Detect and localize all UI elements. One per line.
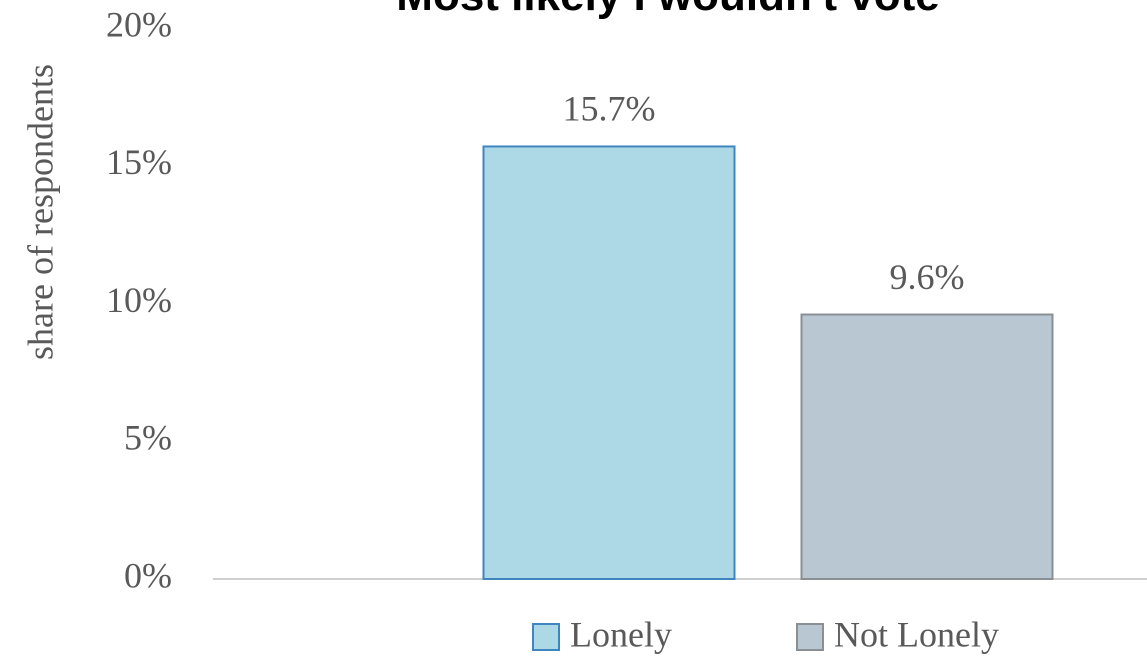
y-tick-label: 20% [106,4,172,44]
legend-swatch [796,623,824,651]
value-label: 9.6% [890,257,965,297]
legend-label: Not Lonely [834,614,999,654]
legend-label: Lonely [570,614,672,654]
bar [800,313,1054,580]
y-tick-label: 5% [124,418,172,458]
bar [482,145,736,580]
y-tick-label: 10% [106,280,172,320]
value-label: 15.7% [563,89,656,129]
y-tick-label: 15% [106,142,172,182]
legend-swatch [532,623,560,651]
y-axis-label: share of respondents [20,64,60,360]
y-tick-label: 0% [124,555,172,595]
chart-title: Most likely I wouldn't vote [396,0,939,20]
